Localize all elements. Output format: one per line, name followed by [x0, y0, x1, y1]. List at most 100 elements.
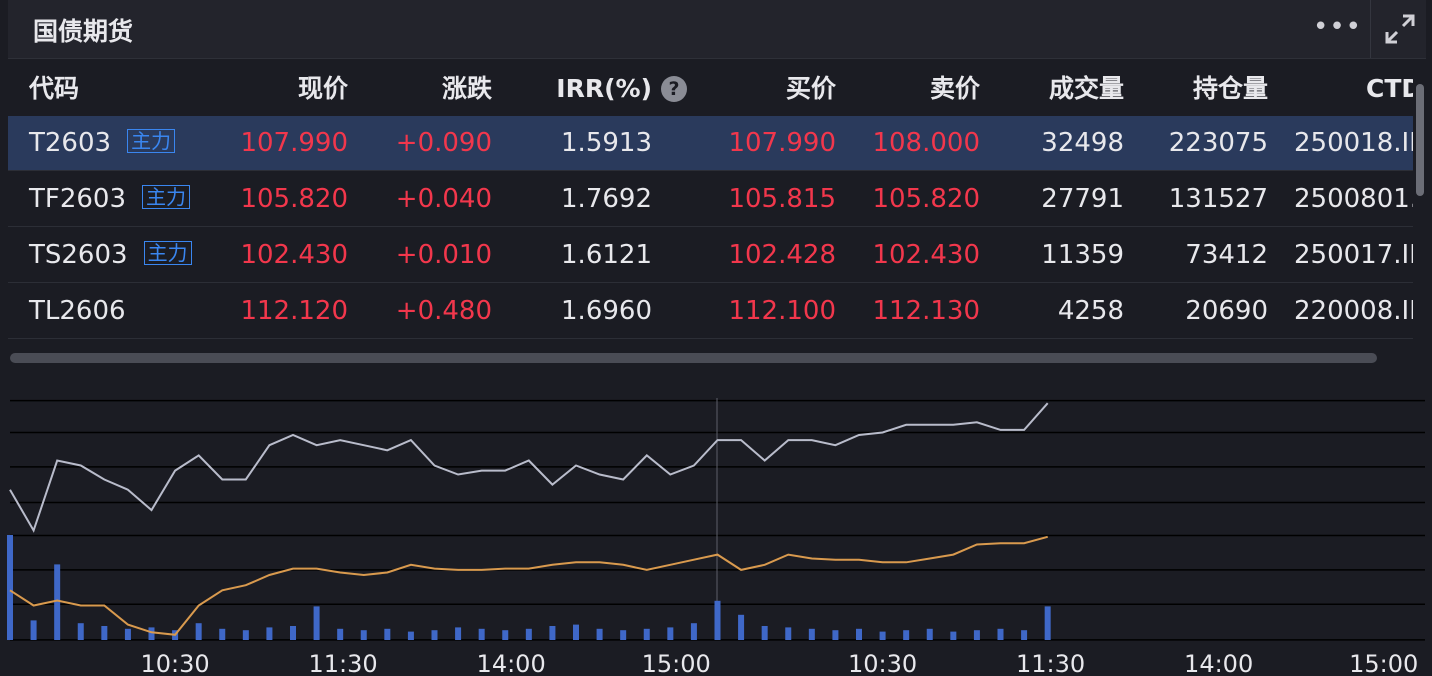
volume-bar: [313, 606, 320, 640]
cell-code: T2603 主力: [29, 128, 176, 158]
cell-ask: 112.130: [872, 296, 980, 326]
cell-change: +0.090: [395, 128, 492, 158]
h-scrollbar[interactable]: [10, 353, 1377, 363]
column-header: 现价: [297, 74, 348, 103]
expand-button[interactable]: [1383, 12, 1417, 46]
volume-bar: [101, 626, 108, 640]
volume-bar: [785, 627, 792, 640]
cell-ctd: 220008.IB: [1294, 296, 1413, 326]
title-bar: 国债期货 •••: [8, 0, 1426, 59]
help-icon[interactable]: ?: [661, 76, 687, 102]
volume-bar: [950, 631, 957, 640]
x-tick-label: 11:30: [1016, 650, 1085, 676]
volume-bar: [573, 624, 579, 640]
cell-bid: 112.100: [728, 296, 836, 326]
cell-volume: 27791: [1041, 184, 1124, 214]
volume-bar: [502, 630, 509, 640]
contract-code: T2603: [29, 128, 112, 158]
x-tick-label: 15:00: [642, 650, 711, 676]
volume-bar: [761, 626, 768, 640]
volume-bar: [124, 628, 131, 640]
cell-code: TL2606: [29, 296, 126, 326]
cell-change: +0.480: [395, 296, 492, 326]
cell-price: 107.990: [240, 128, 348, 158]
contract-code: TL2606: [29, 296, 126, 326]
volume-bar: [478, 628, 485, 640]
column-header: IRR(%): [556, 74, 652, 103]
cell-price: 105.820: [240, 184, 348, 214]
cell-oi: 73412: [1185, 240, 1268, 270]
volume-bar: [195, 623, 202, 640]
column-header: CTD: [1366, 74, 1413, 103]
volume-bar: [738, 614, 745, 640]
cell-bid: 102.428: [728, 240, 836, 270]
cell-bid: 107.990: [728, 128, 836, 158]
contract-code: TS2603: [29, 240, 128, 270]
x-tick-label: 14:00: [1184, 650, 1253, 676]
volume-bar: [290, 626, 296, 640]
table-row[interactable]: T2603 主力 107.990 +0.090 1.5913 107.990 108.000…: [8, 116, 1413, 171]
x-tick-label: 11:30: [309, 650, 378, 676]
volume-bar: [525, 628, 532, 640]
main-contract-tag: 主力: [143, 241, 192, 265]
volume-bar: [360, 630, 367, 640]
x-tick-label: 15:00: [1349, 650, 1418, 676]
cell-irr: 1.7692: [561, 184, 652, 214]
main-contract-tag: 主力: [127, 129, 176, 153]
column-header: 持仓量: [1192, 74, 1268, 103]
x-tick-label: 10:30: [140, 650, 209, 676]
column-header: 代码: [29, 74, 80, 103]
volume-bar: [337, 628, 344, 640]
cell-oi: 20690: [1185, 296, 1268, 326]
volume-bar: [926, 628, 933, 640]
table-row[interactable]: TS2603 主力 102.430 +0.010 1.6121 102.428 102.43…: [8, 228, 1413, 283]
divider: [1370, 0, 1371, 58]
volume-bar: [30, 620, 37, 640]
cell-irr: 1.5913: [561, 128, 652, 158]
cell-ask: 108.000: [872, 128, 980, 158]
volume-bar: [455, 627, 462, 640]
cell-change: +0.010: [395, 240, 492, 270]
cell-volume: 32498: [1041, 128, 1124, 158]
cell-volume: 4258: [1057, 296, 1124, 326]
volume-bar: [832, 630, 839, 640]
volume-bar: [903, 630, 910, 640]
cell-oi: 223075: [1168, 128, 1268, 158]
volume-bar: [690, 623, 697, 640]
quote-table: 代码 现价 涨跌 IRR(%) 买价 卖价 成交量 持仓量 CTD? T2603 主力 107.990…: [8, 60, 1413, 345]
volume-bar: [266, 627, 273, 640]
more-button[interactable]: •••: [1313, 12, 1363, 42]
volume-bar: [714, 600, 721, 640]
cell-change: +0.040: [395, 184, 492, 214]
cell-ctd: 250017.IB: [1294, 240, 1413, 270]
cell-oi: 131527: [1168, 184, 1268, 214]
v-scrollbar[interactable]: [1416, 84, 1424, 196]
volume-bar: [667, 627, 674, 640]
price-line: [9, 535, 1048, 636]
x-tick-label: 14:00: [477, 650, 546, 676]
cell-irr: 1.6121: [561, 240, 652, 270]
cell-irr: 1.6960: [561, 296, 652, 326]
volume-bar: [148, 627, 155, 640]
volume-bar: [596, 628, 603, 640]
volume-bar: [54, 564, 61, 640]
volume-bar: [7, 535, 13, 640]
volume-bar: [856, 628, 862, 640]
volume-bar: [407, 631, 414, 640]
column-header: 涨跌: [441, 74, 492, 103]
table-row[interactable]: TL2606 112.120 +0.480 1.6960 112.100 112.130 4…: [8, 284, 1413, 339]
cell-price: 102.430: [240, 240, 348, 270]
volume-bar: [242, 630, 249, 640]
column-header: 卖价: [929, 74, 980, 103]
volume-bar: [997, 628, 1004, 640]
main-contract-tag: 主力: [142, 185, 191, 209]
column-header: 买价: [785, 74, 836, 103]
panel-title: 国债期货: [33, 17, 134, 46]
volume-bar: [549, 626, 556, 640]
price-line: [9, 402, 1049, 533]
cell-code: TF2603 主力: [29, 184, 191, 214]
table-row[interactable]: TF2603 主力 105.820 +0.040 1.7692 105.815 105.82…: [8, 172, 1413, 227]
cell-ctd: 2500801.IB: [1294, 184, 1413, 214]
cell-volume: 11359: [1041, 240, 1124, 270]
